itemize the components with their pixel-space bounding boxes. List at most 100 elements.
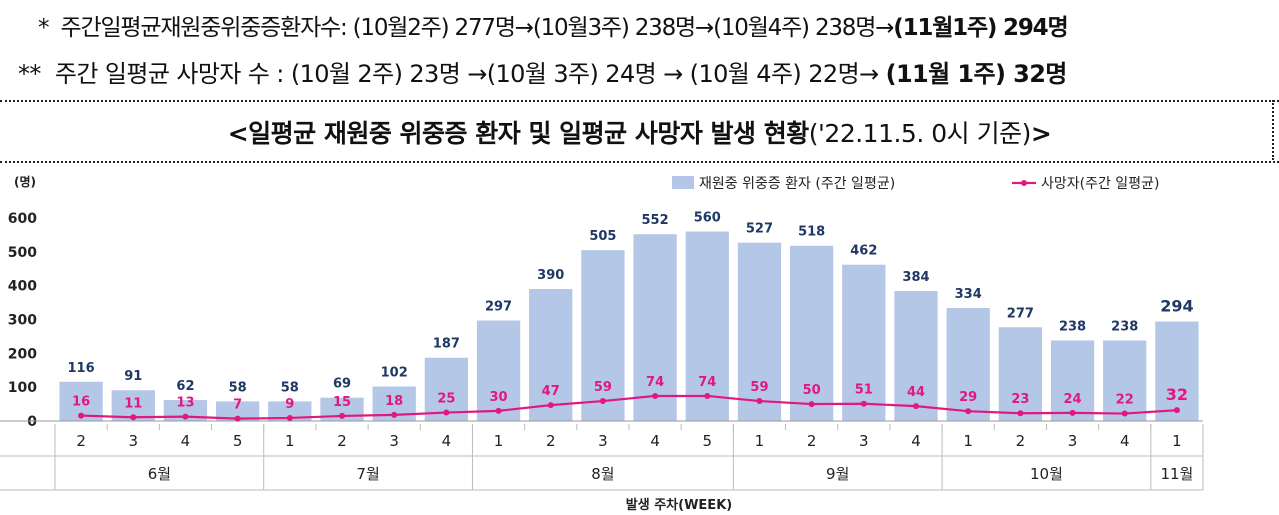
bar — [581, 250, 625, 421]
month-label: 10월 — [1030, 465, 1063, 483]
bar — [1155, 321, 1199, 421]
dotted-divider-top — [0, 100, 1279, 102]
bar-data-label: 62 — [176, 379, 194, 394]
bar-data-label: 462 — [850, 244, 877, 259]
bar-data-label: 238 — [1111, 319, 1138, 334]
y-tick-label: 100 — [8, 380, 37, 396]
death-point — [391, 411, 398, 418]
death-point — [704, 392, 711, 399]
bar — [685, 231, 729, 421]
month-label: 7월 — [356, 465, 379, 483]
bar-data-label: 58 — [229, 380, 247, 395]
note-text-bold: (11월1주) 294명 — [893, 15, 1068, 41]
x-axis-title: 발생 주차(WEEK) — [626, 497, 732, 513]
week-tick-label: 5 — [233, 432, 243, 450]
death-point — [965, 408, 972, 415]
month-label: 6월 — [148, 465, 171, 483]
bar-data-label: 552 — [642, 213, 669, 228]
death-data-label: 23 — [1011, 392, 1029, 407]
note-deaths: ** 주간 일평균 사망자 수 : (10월 2주) 23명 →(10월 3주)… — [18, 54, 1279, 89]
death-data-label: 9 — [285, 397, 294, 412]
dotted-divider-right — [1272, 100, 1274, 160]
death-point — [652, 392, 659, 399]
bar — [946, 307, 990, 421]
note-marker: ** — [18, 60, 41, 88]
month-label: 11월 — [1160, 465, 1193, 483]
legend-line-marker — [1021, 180, 1027, 186]
bar-data-label: 390 — [537, 268, 564, 283]
death-data-label: 29 — [959, 390, 977, 405]
week-tick-label: 2 — [807, 432, 817, 450]
bar-data-label: 294 — [1160, 297, 1193, 316]
y-tick-label: 200 — [8, 346, 37, 362]
death-point — [599, 398, 606, 405]
week-tick-label: 4 — [181, 432, 191, 450]
y-axis-unit-label: (명) — [14, 175, 36, 189]
week-tick-label: 4 — [1120, 432, 1130, 450]
death-data-label: 44 — [907, 385, 925, 400]
death-point — [860, 400, 867, 407]
week-tick-label: 1 — [755, 432, 765, 450]
death-point — [78, 412, 85, 419]
death-data-label: 22 — [1116, 393, 1134, 408]
bar-data-label: 334 — [955, 287, 982, 302]
note-marker: * — [38, 15, 50, 41]
death-data-label: 24 — [1063, 392, 1081, 407]
bar — [894, 291, 938, 421]
bar-data-label: 527 — [746, 222, 773, 237]
death-point — [808, 401, 815, 408]
bar — [1050, 340, 1095, 421]
bar-data-label: 505 — [589, 229, 616, 244]
death-data-label: 47 — [542, 384, 560, 399]
week-tick-label: 4 — [911, 432, 921, 450]
week-tick-label: 3 — [598, 432, 608, 450]
death-data-label: 25 — [437, 392, 455, 407]
dotted-divider-mid — [0, 161, 1279, 163]
death-point — [1069, 409, 1076, 416]
bar — [998, 327, 1043, 421]
bar — [789, 245, 834, 421]
death-data-label: 59 — [594, 380, 612, 395]
week-tick-label: 2 — [1016, 432, 1026, 450]
y-tick-label: 600 — [8, 211, 37, 227]
death-data-label: 15 — [333, 395, 351, 410]
chart-title-close: > — [1030, 119, 1052, 148]
death-point — [130, 414, 137, 421]
month-label: 9월 — [826, 465, 849, 483]
week-tick-label: 3 — [128, 432, 138, 450]
chart-title-main: <일평균 재원중 위중증 환자 및 일평균 사망자 발생 현황 — [227, 119, 810, 148]
week-tick-label: 5 — [702, 432, 712, 450]
bar-data-label: 297 — [485, 300, 512, 315]
bar-data-label: 384 — [902, 270, 929, 285]
bar-data-label: 102 — [381, 365, 408, 380]
death-point — [547, 402, 554, 409]
death-point — [1017, 410, 1024, 417]
week-tick-label: 2 — [337, 432, 347, 450]
week-tick-label: 3 — [389, 432, 399, 450]
y-tick-label: 400 — [8, 279, 37, 295]
bar-data-label: 69 — [333, 377, 351, 392]
death-point — [1173, 407, 1180, 414]
week-tick-label: 3 — [859, 432, 869, 450]
bar-data-label: 518 — [798, 225, 825, 240]
bar — [633, 234, 677, 421]
death-point — [234, 415, 241, 422]
legend-bar-label: 재원중 위중증 환자 (주간 일평균) — [699, 176, 895, 192]
note-critical-patients: * 주간일평균재원중위중증환자수: (10월2주) 277명→(10월3주) 2… — [38, 8, 1279, 42]
death-point — [182, 413, 189, 420]
death-data-label: 13 — [176, 396, 194, 411]
chart-title: <일평균 재원중 위중증 환자 및 일평균 사망자 발생 현황('22.11.5… — [0, 114, 1279, 150]
bar-data-label: 116 — [68, 361, 95, 376]
death-data-label: 30 — [489, 390, 507, 405]
death-data-label: 74 — [646, 375, 664, 390]
bar-data-label: 238 — [1059, 319, 1086, 334]
death-data-label: 11 — [124, 396, 142, 411]
death-data-label: 16 — [72, 395, 90, 410]
death-data-label: 7 — [233, 398, 242, 413]
death-data-label: 74 — [698, 375, 716, 390]
week-tick-label: 3 — [1068, 432, 1078, 450]
death-data-label: 18 — [385, 394, 403, 409]
note-text: 주간일평균재원중위중증환자수: (10월2주) 277명→(10월3주) 238… — [60, 15, 895, 41]
note-text: 주간 일평균 사망자 수 : (10월 2주) 23명 →(10월 3주) 24… — [54, 60, 886, 88]
